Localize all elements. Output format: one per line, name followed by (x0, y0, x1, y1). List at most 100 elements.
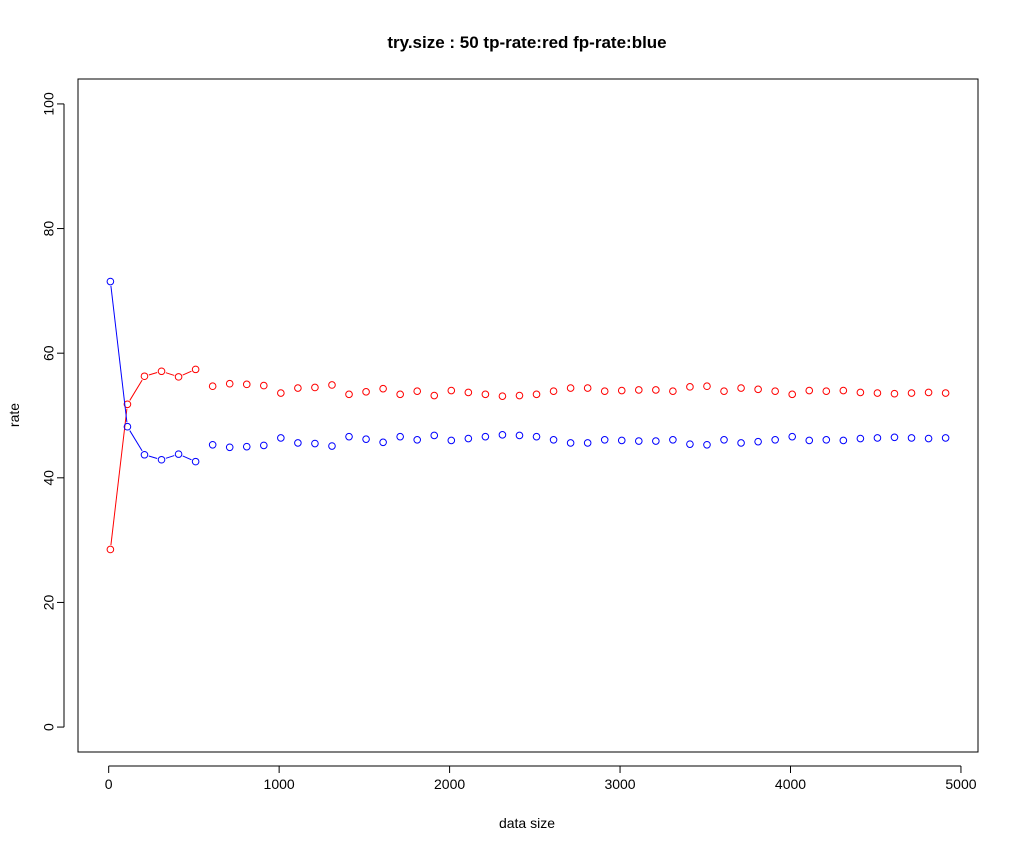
series-2-point (941, 434, 950, 442)
plot-frame (77, 78, 979, 753)
y-axis: 0 20 40 60 80 100 (41, 92, 65, 731)
series-2-segment (148, 455, 158, 459)
series-1-point (788, 390, 797, 399)
series-1-point (737, 384, 745, 392)
series-1-point (822, 387, 831, 395)
series-2-point (839, 436, 848, 445)
series-1-point (208, 382, 217, 391)
series-2-point (856, 434, 865, 443)
series-1-point (873, 389, 882, 397)
chart-title: try.size : 50 tp-rate:red fp-rate:blue (387, 33, 666, 52)
series-2-point (788, 432, 797, 441)
series-2-point (822, 436, 831, 444)
y-tick-label: 40 (41, 470, 57, 486)
series-1-point (191, 365, 200, 374)
series-1-point (617, 386, 626, 395)
series-2-point (140, 450, 149, 459)
series-2-point (157, 455, 166, 464)
series-1-point (294, 384, 302, 392)
x-tick-label: 2000 (434, 776, 465, 792)
series-2-point (549, 436, 558, 444)
y-tick-label: 100 (41, 92, 57, 116)
series-2-point (328, 442, 336, 450)
series-2-point (498, 431, 507, 439)
series-2-point (805, 436, 814, 445)
series-2-segment (165, 455, 175, 459)
series-2 (106, 277, 950, 466)
series-1-segment (148, 372, 158, 376)
series-2-point (259, 441, 268, 450)
series-1-point (259, 381, 268, 390)
x-tick-label: 4000 (775, 776, 806, 792)
x-tick-label: 0 (105, 776, 113, 792)
series-1-point (839, 386, 848, 395)
series-1-segment (165, 372, 175, 376)
series-2-point (634, 437, 643, 445)
series-2-point (225, 443, 234, 452)
series-1-segment (182, 370, 192, 376)
series-2-point (686, 440, 694, 448)
x-tick-label: 3000 (604, 776, 635, 792)
series-2-point (720, 436, 728, 444)
series-1-point (890, 389, 899, 398)
y-tick-label: 0 (41, 723, 57, 731)
series-1-point (600, 387, 609, 395)
series-2-point (362, 435, 370, 443)
y-tick-label: 80 (41, 221, 57, 237)
series-2-point (294, 439, 302, 447)
series-1-point (703, 382, 711, 391)
y-tick-label: 20 (41, 594, 57, 610)
series-1-point (430, 391, 439, 400)
x-tick-label: 5000 (945, 776, 976, 792)
series-1-point (941, 389, 950, 397)
series-1-point (805, 386, 814, 395)
series-2-point (754, 437, 762, 446)
series-1-point (225, 379, 234, 388)
series-1-point (277, 389, 285, 397)
series-2-point (669, 436, 677, 444)
series-1-point (413, 387, 422, 395)
series-2-point (652, 437, 660, 445)
series-1-point (549, 387, 558, 395)
series-2-point (413, 436, 422, 444)
series-2-point (379, 438, 387, 447)
series-2-point (771, 436, 779, 444)
series-2-point (123, 422, 132, 431)
series-1-point (498, 392, 507, 400)
series-2-point (566, 439, 575, 447)
series-2-point (583, 439, 592, 447)
series-2-point (737, 439, 745, 447)
series-2-point (311, 439, 319, 448)
series-2-segment (110, 285, 128, 423)
series-1-point (106, 545, 115, 554)
x-axis-label: data size (499, 815, 555, 831)
series-2-point (515, 431, 524, 440)
series-2-point (890, 433, 899, 442)
series-2-segment (129, 430, 143, 452)
series-1-point (447, 386, 456, 395)
x-tick-label: 1000 (264, 776, 295, 792)
series-1-point (379, 384, 387, 393)
series-1-point (754, 385, 762, 394)
series-1-point (652, 386, 660, 394)
series-1-point (311, 383, 319, 392)
series-2-point (191, 457, 200, 466)
y-tick-label: 60 (41, 345, 57, 361)
series-2-point (430, 431, 439, 440)
series-2-point (924, 434, 933, 443)
series-1-point (123, 400, 132, 409)
series-1-point (720, 387, 728, 395)
series-2-point (242, 442, 251, 451)
series-1-point (362, 388, 370, 396)
series-2-point (617, 436, 626, 445)
series-1-point (174, 373, 183, 381)
series-1-point (907, 389, 916, 397)
series-1-point (515, 391, 524, 400)
series-2-point (208, 440, 217, 449)
series-1-point (856, 388, 865, 397)
series-1-point (396, 390, 404, 399)
series-2-point (873, 434, 882, 442)
series-2-point (703, 440, 711, 449)
series-1-point (771, 387, 779, 395)
